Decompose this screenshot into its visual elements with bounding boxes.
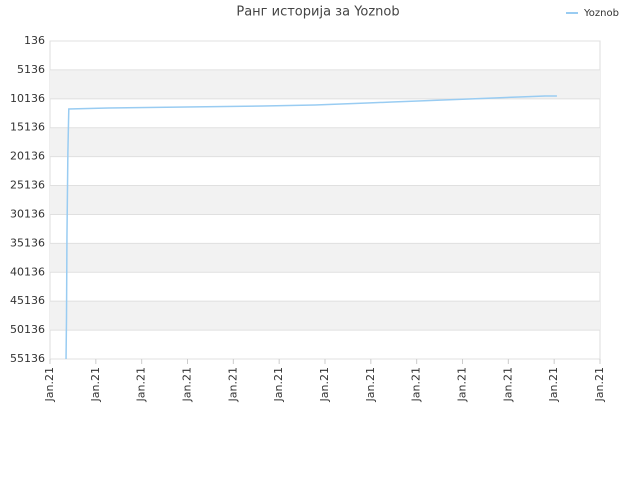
grid-band [50,185,600,215]
y-tick-label: 45136 [10,294,45,307]
y-tick-label: 15136 [10,121,45,134]
y-tick-label: 136 [24,34,45,47]
y-tick-label: 55136 [10,352,45,365]
chart-title: Ранг историја за Yoznob [236,5,399,20]
y-tick-label: 30136 [10,207,45,220]
x-tick-label: Jan.21 [501,367,514,402]
series-line [65,95,557,360]
y-tick-label: 20136 [10,150,45,163]
grid-band [50,69,600,99]
grid-band [50,301,600,331]
y-tick-label: 10136 [10,92,45,105]
x-tick-label: Jan.21 [272,367,285,402]
x-tick-label: Jan.21 [593,367,606,402]
grid-band [50,243,600,273]
x-tick-label: Jan.21 [43,367,56,402]
x-tick-label: Jan.21 [181,367,194,402]
legend-label: Yoznob [583,8,619,19]
x-tick-label: Jan.21 [410,367,423,402]
x-tick-label: Jan.21 [226,367,239,402]
x-tick-label: Jan.21 [456,367,469,402]
x-tick-label: Jan.21 [135,367,148,402]
y-tick-label: 40136 [10,265,45,278]
x-tick-label: Jan.21 [318,367,331,402]
x-tick-label: Jan.21 [547,367,560,402]
y-tick-label: 5136 [17,63,45,76]
grid-band [50,127,600,157]
x-tick-label: Jan.21 [364,367,377,402]
y-tick-label: 25136 [10,179,45,192]
x-tick-label: Jan.21 [89,367,102,402]
y-tick-label: 50136 [10,323,45,336]
y-tick-label: 35136 [10,236,45,249]
